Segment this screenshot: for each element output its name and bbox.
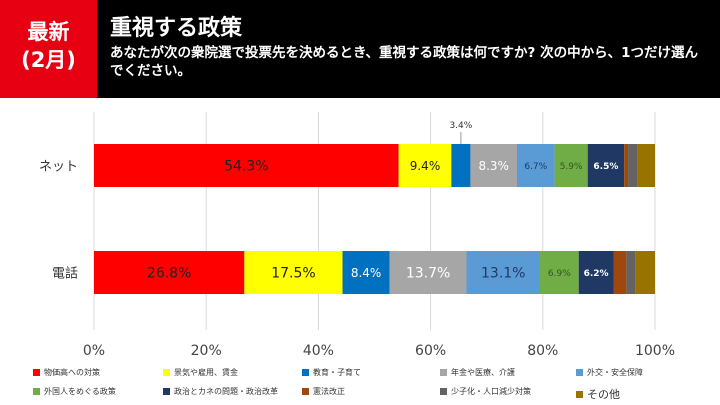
legend-label: 外国人をめぐる政策 bbox=[44, 387, 116, 396]
data-label: 9.4% bbox=[410, 159, 441, 173]
bar-segment bbox=[626, 251, 636, 294]
bar-segment bbox=[94, 251, 245, 294]
bar-segment bbox=[539, 251, 579, 294]
data-label: 6.9% bbox=[548, 269, 571, 279]
bar-segment bbox=[613, 251, 627, 294]
x-tick-label: 80% bbox=[527, 343, 558, 359]
legend-item: 物価高への対策 bbox=[33, 367, 100, 378]
bar-segment bbox=[554, 144, 588, 187]
legend-item: 年金や医療、介護 bbox=[440, 367, 515, 378]
data-label: 13.1% bbox=[481, 266, 525, 282]
legend-label: 物価高への対策 bbox=[44, 368, 100, 377]
category-label: ネット bbox=[39, 160, 78, 175]
data-label: 3.4% bbox=[449, 121, 472, 131]
bar-segment bbox=[637, 144, 655, 187]
bar-segment bbox=[342, 251, 390, 294]
x-tick-label: 20% bbox=[191, 343, 222, 359]
x-tick-label: 0% bbox=[83, 343, 105, 359]
legend-item: 外国人をめぐる政策 bbox=[33, 386, 116, 397]
header-bar bbox=[0, 0, 720, 98]
data-label: 8.3% bbox=[478, 159, 509, 173]
bar-segment bbox=[398, 144, 452, 187]
legend-item: 少子化・人口減少対策 bbox=[440, 386, 531, 397]
data-label: 6.7% bbox=[524, 162, 547, 172]
legend-label: 年金や医療、介護 bbox=[451, 368, 515, 377]
question-text: あなたが次の衆院選で投票先を決めるとき、重視する政策は何ですか? 次の中から、1… bbox=[110, 45, 698, 79]
legend-swatch bbox=[440, 369, 447, 376]
bar-segment bbox=[466, 251, 540, 294]
legend-swatch bbox=[33, 388, 40, 395]
legend-label: 憲法改正 bbox=[313, 387, 345, 396]
legend-label: その他 bbox=[587, 388, 620, 401]
bar-segment bbox=[451, 144, 471, 187]
legend-swatch bbox=[576, 390, 583, 398]
legend-item: その他 bbox=[576, 386, 620, 402]
bar-segment bbox=[635, 251, 655, 294]
legend-swatch bbox=[302, 388, 309, 395]
bar-segment bbox=[244, 251, 343, 294]
badge-line2: (2月) bbox=[21, 48, 76, 72]
x-tick-label: 60% bbox=[415, 343, 446, 359]
bar-segment bbox=[470, 144, 517, 187]
x-tick-label: 40% bbox=[303, 343, 334, 359]
bar-segment bbox=[94, 144, 399, 187]
legend-swatch bbox=[33, 369, 40, 376]
legend-label: 少子化・人口減少対策 bbox=[451, 387, 531, 396]
data-label: 8.4% bbox=[351, 266, 382, 280]
bar-segment bbox=[587, 144, 625, 187]
data-label: 5.9% bbox=[560, 162, 583, 172]
legend-item: 景気や雇用、賃金 bbox=[163, 367, 238, 378]
x-tick-label: 100% bbox=[635, 343, 675, 359]
legend-item: 政治とカネの問題・政治改革 bbox=[163, 386, 278, 397]
bar-segment bbox=[516, 144, 555, 187]
page-title: 重視する政策 bbox=[110, 16, 243, 41]
data-label: 26.8% bbox=[147, 266, 191, 282]
bar-segment bbox=[389, 251, 467, 294]
legend-label: 教育・子育て bbox=[313, 368, 361, 377]
legend-swatch bbox=[440, 388, 447, 395]
legend-item: 憲法改正 bbox=[302, 386, 345, 397]
bar-segment bbox=[578, 251, 614, 294]
legend-swatch bbox=[576, 369, 583, 376]
bar-segment bbox=[628, 144, 638, 187]
legend-swatch bbox=[163, 388, 170, 395]
data-label: 6.5% bbox=[593, 162, 618, 172]
data-label: 54.3% bbox=[224, 159, 268, 175]
data-label: 13.7% bbox=[406, 266, 450, 282]
legend-swatch bbox=[302, 369, 309, 376]
data-label: 6.2% bbox=[584, 269, 609, 279]
category-label: 電話 bbox=[52, 266, 78, 282]
legend-item: 外交・安全保障 bbox=[576, 367, 643, 378]
badge-line1: 最新 bbox=[27, 20, 70, 44]
legend-swatch bbox=[163, 369, 170, 376]
data-label: 17.5% bbox=[271, 266, 315, 282]
legend-label: 外交・安全保障 bbox=[587, 368, 643, 377]
legend-item: 教育・子育て bbox=[302, 367, 361, 378]
latest-badge: 最新 (2月) bbox=[0, 0, 97, 98]
bar-segment bbox=[624, 144, 629, 187]
legend-label: 景気や雇用、賃金 bbox=[174, 368, 238, 377]
legend-label: 政治とカネの問題・政治改革 bbox=[174, 387, 278, 396]
